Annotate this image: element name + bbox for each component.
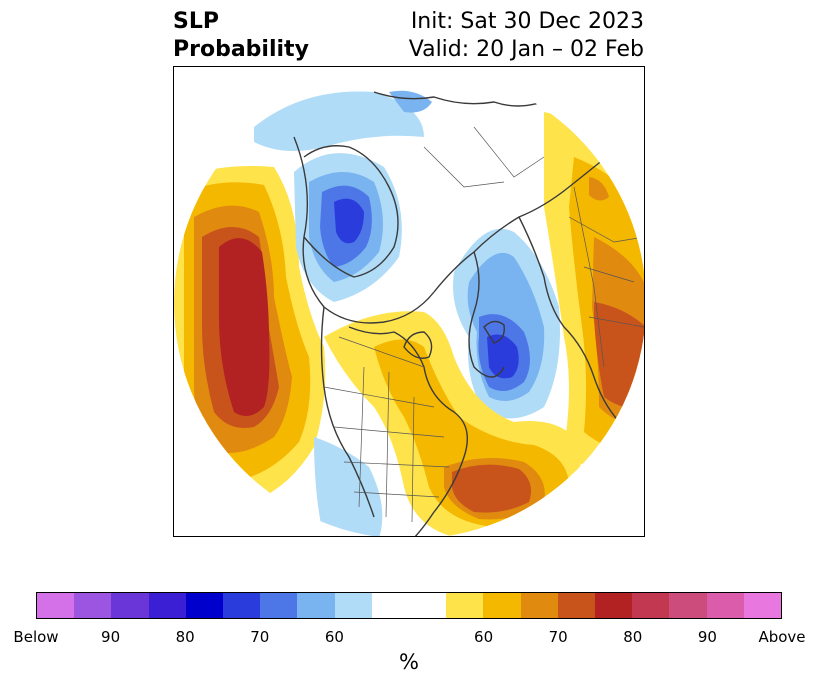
colorbar-tick-label: 70 <box>250 628 270 646</box>
colorbar-segment <box>595 593 633 618</box>
colorbar-segment <box>371 593 447 618</box>
colorbar-tick-label: 90 <box>697 628 717 646</box>
colorbar-segment <box>148 593 186 618</box>
init-date: Init: Sat 30 Dec 2023 <box>410 9 644 34</box>
canadian-arctic-below-region <box>254 90 432 302</box>
title-line-1: SLP <box>173 9 219 34</box>
colorbar-tick-label: 80 <box>623 628 643 646</box>
political-borders <box>323 126 644 523</box>
colorbar-segment <box>223 593 261 618</box>
colorbar-tick-label: 70 <box>548 628 568 646</box>
colorbar-segment <box>669 593 707 618</box>
colorbar-segment <box>111 593 149 618</box>
colorbar-tick-label: Below <box>13 628 59 646</box>
atlantic-above-region <box>324 311 581 536</box>
colorbar-segment <box>185 593 224 618</box>
colorbar-segment <box>557 593 596 618</box>
coastlines <box>293 91 635 536</box>
colorbar-tick-label: 80 <box>175 628 195 646</box>
colorbar-tick-label: Above <box>758 628 806 646</box>
colorbar-unit-label: % <box>399 650 419 674</box>
colorbar-segment <box>446 593 484 618</box>
colorbar-tick-label: 90 <box>101 628 121 646</box>
probability-map <box>173 66 645 537</box>
colorbar-segment <box>483 593 521 618</box>
europe-above-region <box>544 112 644 474</box>
colorbar-tick-label: 60 <box>324 628 344 646</box>
map-canvas <box>174 67 644 536</box>
map-title: SLP Probability <box>173 8 309 64</box>
pacific-above-region <box>174 166 326 507</box>
probability-colorbar <box>36 592 782 619</box>
colorbar-segment <box>334 593 372 618</box>
norwegian-sea-below-region <box>453 228 560 419</box>
colorbar-segment <box>520 593 558 618</box>
title-line-2: Probability <box>173 37 309 62</box>
western-us-below-region <box>314 437 383 536</box>
colorbar-tick-label: 60 <box>474 628 494 646</box>
colorbar-segment <box>632 593 670 618</box>
colorbar-segment <box>706 593 744 618</box>
colorbar-segment <box>260 593 298 618</box>
colorbar-segment <box>297 593 335 618</box>
forecast-dates: Init: Sat 30 Dec 2023 Valid: 20 Jan – 02… <box>409 8 644 64</box>
valid-range: Valid: 20 Jan – 02 Feb <box>408 37 644 62</box>
colorbar-segment <box>37 593 75 618</box>
colorbar-segment <box>743 593 782 618</box>
colorbar-segment <box>74 593 112 618</box>
